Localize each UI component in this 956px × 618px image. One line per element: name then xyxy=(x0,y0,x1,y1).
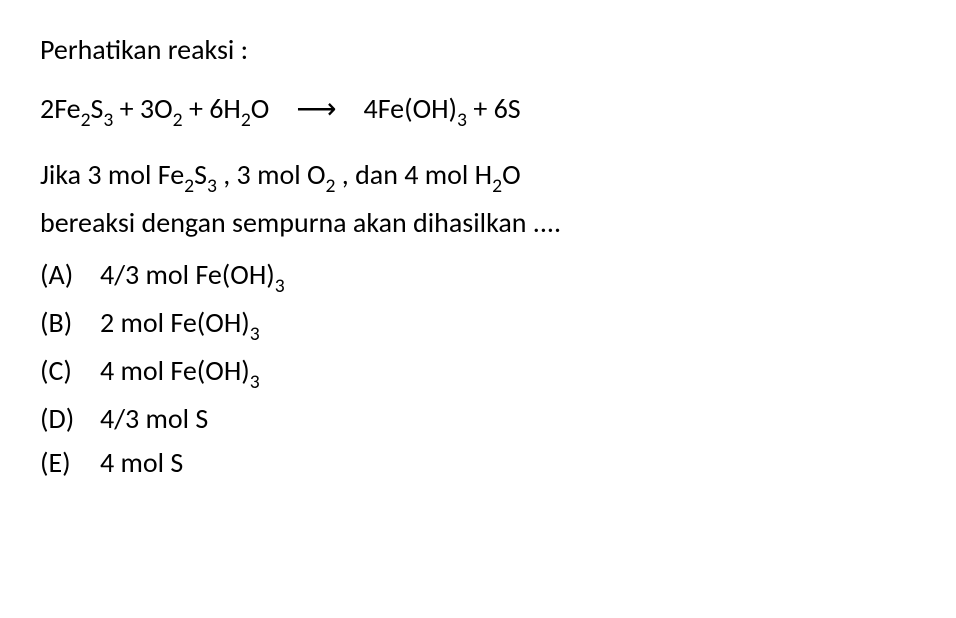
eq-part: 2Fe xyxy=(40,91,81,126)
question-line1: Jika 3 mol Fe2S3 , 3 mol O2 , dan 4 mol … xyxy=(40,155,916,199)
eq-sub: 2 xyxy=(241,108,251,132)
q-part: bereaksi dengan sempurna akan dihasilkan… xyxy=(40,205,561,240)
eq-part: + 3O xyxy=(113,91,172,126)
option-text-part: 4/3 mol Fe(OH) xyxy=(100,257,275,292)
chemical-equation: 2Fe2S3 + 3O2 + 6H2O ⟶ 4Fe(OH)3 + 6S xyxy=(40,89,916,133)
q-part: O xyxy=(502,157,521,192)
option-label: (C) xyxy=(40,350,100,392)
eq-part: + 6S xyxy=(467,91,521,126)
arrow-icon: ⟶ xyxy=(284,91,349,126)
eq-sub: 3 xyxy=(103,108,113,132)
eq-sub: 2 xyxy=(173,108,183,132)
question-line2: bereaksi dengan sempurna akan dihasilkan… xyxy=(40,203,916,242)
option-sub: 3 xyxy=(250,370,260,394)
title-text: Perhatikan reaksi : xyxy=(40,32,248,67)
eq-sub: 2 xyxy=(81,108,91,132)
q-part: Jika 3 mol Fe xyxy=(40,157,184,192)
option-text: 4 mol Fe(OH)3 xyxy=(100,350,260,396)
eq-part: + 6H xyxy=(183,91,241,126)
eq-sub: 3 xyxy=(457,108,467,132)
option-text-part: 4 mol Fe(OH) xyxy=(100,353,250,388)
option-text: 4/3 mol S xyxy=(100,398,208,440)
option-text-part: 2 mol Fe(OH) xyxy=(100,305,250,340)
q-sub: 2 xyxy=(492,174,502,198)
option-row: (A)4/3 mol Fe(OH)3 xyxy=(40,254,916,300)
option-text-part: 4 mol S xyxy=(100,445,183,480)
option-text-part: 4/3 mol S xyxy=(100,401,208,436)
options-list: (A)4/3 mol Fe(OH)3(B)2 mol Fe(OH)3(C)4 m… xyxy=(40,254,916,484)
question-title: Perhatikan reaksi : xyxy=(40,30,916,69)
eq-part: O xyxy=(251,91,270,126)
eq-part: 4Fe(OH) xyxy=(364,91,458,126)
option-text: 2 mol Fe(OH)3 xyxy=(100,302,260,348)
option-label: (A) xyxy=(40,254,100,296)
q-part: , 3 mol O xyxy=(217,157,326,192)
eq-part: S xyxy=(91,91,104,126)
option-sub: 3 xyxy=(250,322,260,346)
q-sub: 3 xyxy=(207,174,217,198)
option-row: (B)2 mol Fe(OH)3 xyxy=(40,302,916,348)
option-label: (B) xyxy=(40,302,100,344)
option-sub: 3 xyxy=(275,274,285,298)
option-row: (E)4 mol S xyxy=(40,442,916,484)
q-sub: 2 xyxy=(184,174,194,198)
q-sub: 2 xyxy=(326,174,336,198)
option-label: (D) xyxy=(40,398,100,440)
option-text: 4 mol S xyxy=(100,442,183,484)
option-row: (D)4/3 mol S xyxy=(40,398,916,440)
option-row: (C)4 mol Fe(OH)3 xyxy=(40,350,916,396)
q-part: S xyxy=(194,157,207,192)
option-text: 4/3 mol Fe(OH)3 xyxy=(100,254,285,300)
q-part: , dan 4 mol H xyxy=(335,157,492,192)
option-label: (E) xyxy=(40,442,100,484)
